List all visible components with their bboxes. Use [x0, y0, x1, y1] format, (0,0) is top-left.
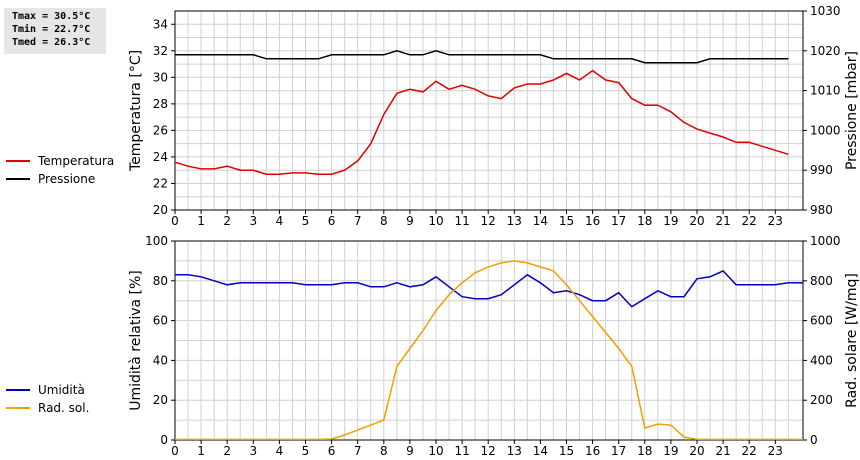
y-right-tick-label: 400: [810, 353, 833, 367]
x-tick-label: 11: [454, 444, 469, 458]
x-tick-label: 19: [663, 444, 678, 458]
x-tick-label: 3: [249, 444, 257, 458]
x-tick-label: 22: [742, 444, 757, 458]
chart-1: 0 1 2 3 4 5 6 7 8 9 10 11 12 13 14 15 16 17 18 19 20 21 22 2320…: [6, 4, 860, 228]
x-tick-label: 2: [223, 444, 231, 458]
x-tick-label: 19: [663, 214, 678, 228]
x-tick-label: 7: [354, 444, 362, 458]
x-tick-label: 5: [302, 214, 310, 228]
stats-tmax: Tmax = 30.5°C: [12, 11, 91, 22]
y-left-axis-title: Umidità relativa [%]: [128, 270, 144, 411]
x-tick-label: 18: [637, 214, 652, 228]
x-tick-label: 6: [328, 444, 336, 458]
y-left-tick-label: 26: [153, 123, 168, 137]
y-right-tick-label: 600: [810, 314, 833, 328]
plot-frame: [174, 10, 804, 211]
x-tick-label: 9: [406, 214, 414, 228]
x-tick-label: 16: [585, 444, 600, 458]
y-left-tick-label: 24: [153, 150, 168, 164]
plot-frame: [174, 240, 804, 441]
y-left-tick-label: 40: [153, 353, 168, 367]
x-tick-label: 21: [715, 214, 730, 228]
series-line-rad-sol-: [175, 260, 803, 440]
x-tick-label: 3: [249, 214, 257, 228]
x-tick-label: 17: [611, 444, 626, 458]
y-right-tick-label: 200: [810, 393, 833, 407]
stats-tmin: Tmin = 22.7°C: [12, 24, 91, 35]
legend-label: Temperatura: [37, 154, 114, 168]
x-tick-label: 17: [611, 214, 626, 228]
x-tick-label: 9: [406, 444, 414, 458]
y-left-tick-label: 20: [153, 203, 168, 217]
y-left-tick-label: 0: [160, 433, 168, 447]
x-tick-label: 8: [380, 444, 388, 458]
x-tick-label: 23: [768, 444, 783, 458]
y-right-tick-label: 980: [810, 203, 833, 217]
x-tick-label: 16: [585, 214, 600, 228]
x-tick-label: 5: [302, 444, 310, 458]
x-tick-label: 12: [481, 444, 496, 458]
y-right-tick-label: 800: [810, 274, 833, 288]
x-tick-label: 10: [428, 214, 443, 228]
x-tick-label: 10: [428, 444, 443, 458]
legend-label: Pressione: [38, 172, 95, 186]
y-left-tick-label: 80: [153, 274, 168, 288]
x-tick-label: 20: [689, 214, 704, 228]
x-tick-label: 15: [559, 214, 574, 228]
legend-label: Rad. sol.: [38, 401, 89, 415]
y-right-tick-label: 1020: [810, 44, 841, 58]
series-line-temperatura: [175, 69, 789, 175]
y-left-tick-label: 32: [153, 44, 168, 58]
chart-2: 0 1 2 3 4 5 6 7 8 9 10 11 12 13 14 15 16 17 18 19 20 21 22 2302…: [6, 234, 860, 458]
y-left-tick-label: 20: [153, 393, 168, 407]
y-left-tick-label: 34: [153, 17, 168, 31]
x-tick-label: 2: [223, 214, 231, 228]
y-left-tick-label: 28: [153, 97, 168, 111]
y-right-tick-label: 1010: [810, 84, 841, 98]
y-left-tick-label: 60: [153, 314, 168, 328]
y-right-tick-label: 1000: [810, 123, 841, 137]
x-tick-label: 14: [533, 444, 548, 458]
x-tick-label: 20: [689, 444, 704, 458]
series-line-pressione: [175, 50, 789, 64]
x-tick-label: 12: [481, 214, 496, 228]
y-right-tick-label: 1030: [810, 4, 841, 18]
x-tick-label: 23: [768, 214, 783, 228]
x-tick-label: 1: [197, 214, 205, 228]
x-tick-label: 14: [533, 214, 548, 228]
y-right-tick-label: 990: [810, 163, 833, 177]
x-tick-label: 18: [637, 444, 652, 458]
y-left-tick-label: 100: [145, 234, 168, 248]
x-tick-label: 7: [354, 214, 362, 228]
stats-tmed: Tmed = 26.3°C: [12, 37, 91, 48]
y-left-axis-title: Temperatura [°C]: [128, 50, 144, 172]
x-tick-label: 1: [197, 444, 205, 458]
y-right-tick-label: 1000: [810, 234, 841, 248]
y-right-axis-title: Rad. solare [W/mq]: [844, 273, 860, 408]
x-tick-label: 11: [454, 214, 469, 228]
y-left-tick-label: 30: [153, 70, 168, 84]
stats-box: Tmax = 30.5°C Tmin = 22.7°C Tmed = 26.3°…: [4, 8, 106, 54]
x-tick-label: 6: [328, 214, 336, 228]
x-tick-label: 13: [507, 444, 522, 458]
y-left-tick-label: 22: [153, 176, 168, 190]
x-tick-label: 15: [559, 444, 574, 458]
x-tick-label: 21: [715, 444, 730, 458]
x-tick-label: 0: [171, 444, 179, 458]
y-right-tick-label: 0: [810, 433, 818, 447]
x-tick-label: 13: [507, 214, 522, 228]
x-tick-label: 4: [276, 444, 284, 458]
x-tick-label: 8: [380, 214, 388, 228]
x-tick-label: 4: [276, 214, 284, 228]
y-right-axis-title: Pressione [mbar]: [844, 51, 860, 170]
series-line-umidit-: [175, 269, 803, 308]
x-tick-label: 0: [171, 214, 179, 228]
legend-label: Umidità: [38, 383, 85, 397]
x-tick-label: 22: [742, 214, 757, 228]
